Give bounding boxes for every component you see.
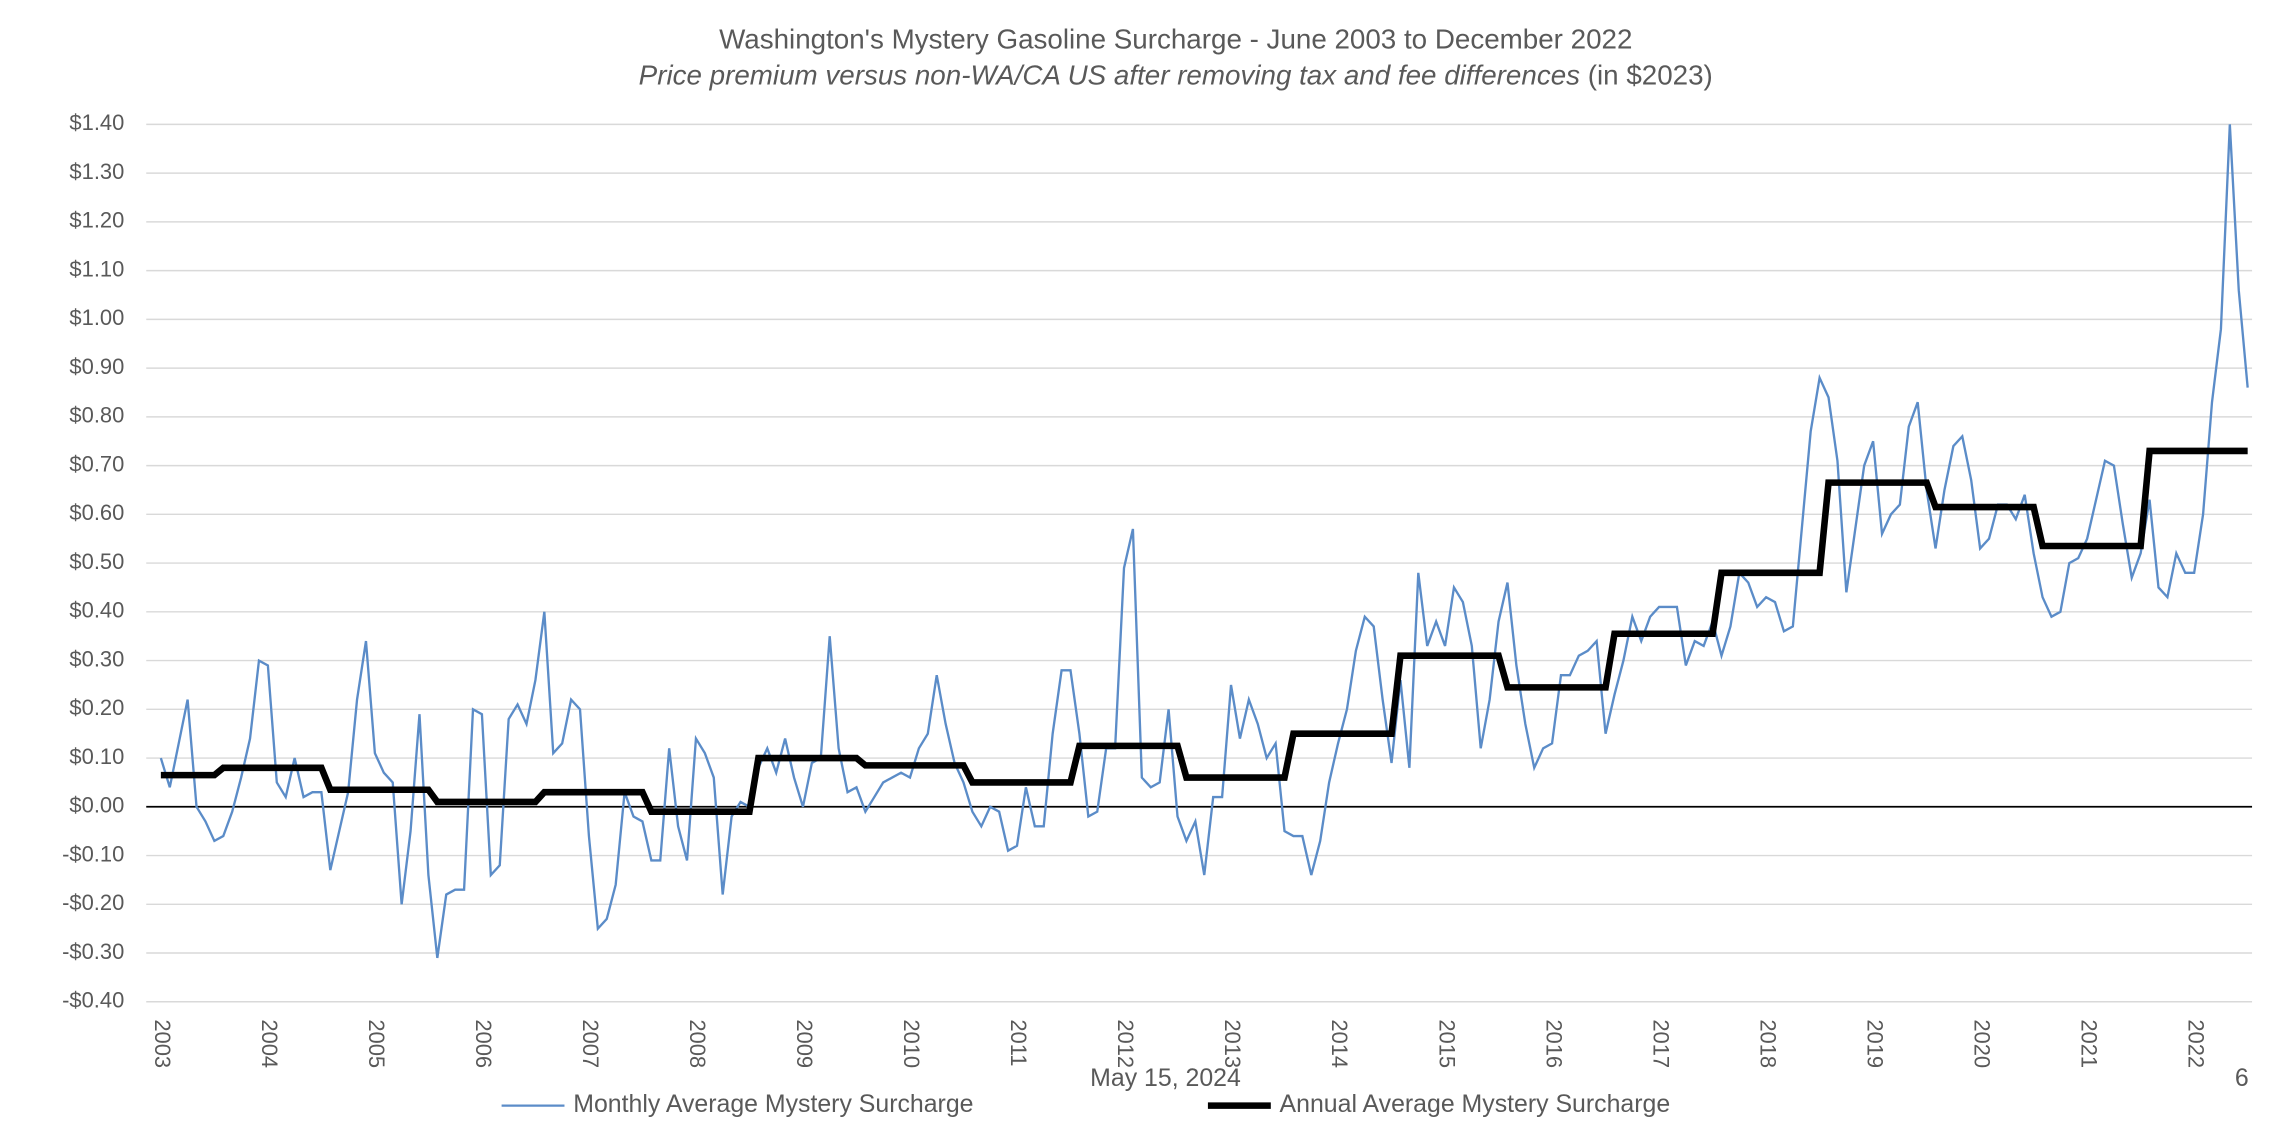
y-tick-label: $0.10	[69, 744, 124, 769]
y-tick-label: $1.20	[69, 208, 124, 233]
x-tick-label: 2018	[1755, 1019, 1780, 1068]
x-tick-label: 2013	[1220, 1019, 1245, 1068]
y-tick-label: $0.40	[69, 598, 124, 623]
page-number: 6	[2235, 1064, 2249, 1092]
y-tick-label: $1.00	[69, 305, 124, 330]
x-tick-label: 2015	[1434, 1019, 1459, 1068]
x-tick-label: 2022	[2183, 1019, 2208, 1068]
x-tick-label: 2003	[150, 1019, 175, 1068]
x-tick-label: 2020	[1969, 1019, 1994, 1068]
y-tick-label: $0.70	[69, 451, 124, 476]
y-tick-label: $0.60	[69, 500, 124, 525]
y-tick-label: $1.40	[69, 110, 124, 135]
x-tick-label: 2009	[792, 1019, 817, 1068]
y-tick-label: $1.30	[69, 159, 124, 184]
y-tick-label: -$0.10	[62, 841, 124, 866]
legend-label: Annual Average Mystery Surcharge	[1280, 1090, 1671, 1118]
series-line	[160, 447, 2248, 815]
x-tick-label: 2005	[364, 1019, 389, 1068]
subtitle-unit: (in $2023)	[1588, 60, 1713, 91]
subtitle-main: Price premium versus non-WA/CA US after …	[639, 60, 1580, 91]
grid: -$0.40 -$0.30 -$0.20 -$0.10 $0.00 $0.10 $0.20 $…	[62, 110, 2253, 1013]
y-tick-label: $0.00	[69, 793, 124, 818]
x-axis-labels: 2003 2004 2005 2006 2007 2008 2009 2010 2011 2012…	[150, 1019, 2208, 1068]
y-tick-label: $0.80	[69, 403, 124, 428]
legend-label: Monthly Average Mystery Surcharge	[573, 1090, 973, 1118]
x-tick-label: 2012	[1113, 1019, 1138, 1068]
plot-lines	[159, 124, 2249, 959]
y-tick-label: $1.10	[69, 256, 124, 281]
x-tick-label: 2016	[1541, 1019, 1566, 1068]
chart-title: Washington's Mystery Gasoline Surcharge …	[719, 23, 1632, 54]
series-line	[159, 124, 2249, 959]
x-tick-label: 2006	[471, 1019, 496, 1068]
x-tick-label: 2017	[1648, 1019, 1673, 1068]
x-tick-label: 2008	[685, 1019, 710, 1068]
legend: Monthly Average Mystery Surcharge Annual …	[501, 1090, 1671, 1118]
footer-date: May 15, 2024	[1090, 1064, 1241, 1092]
y-tick-label: -$0.20	[62, 890, 124, 915]
chart-subtitle: Price premium versus non-WA/CA US after …	[639, 60, 1713, 91]
y-tick-label: $0.90	[69, 354, 124, 379]
y-tick-label: $0.30	[69, 646, 124, 671]
x-tick-label: 2004	[257, 1019, 282, 1068]
x-tick-label: 2011	[1006, 1019, 1031, 1066]
x-tick-label: 2019	[1862, 1019, 1887, 1068]
x-tick-label: 2007	[578, 1019, 603, 1068]
x-tick-label: 2010	[899, 1019, 924, 1068]
y-tick-label: $0.20	[69, 695, 124, 720]
y-tick-label: -$0.30	[62, 939, 124, 964]
x-tick-label: 2021	[2076, 1019, 2101, 1068]
y-tick-label: $0.50	[69, 549, 124, 574]
x-tick-label: 2014	[1327, 1019, 1352, 1068]
y-tick-label: -$0.40	[62, 988, 124, 1013]
